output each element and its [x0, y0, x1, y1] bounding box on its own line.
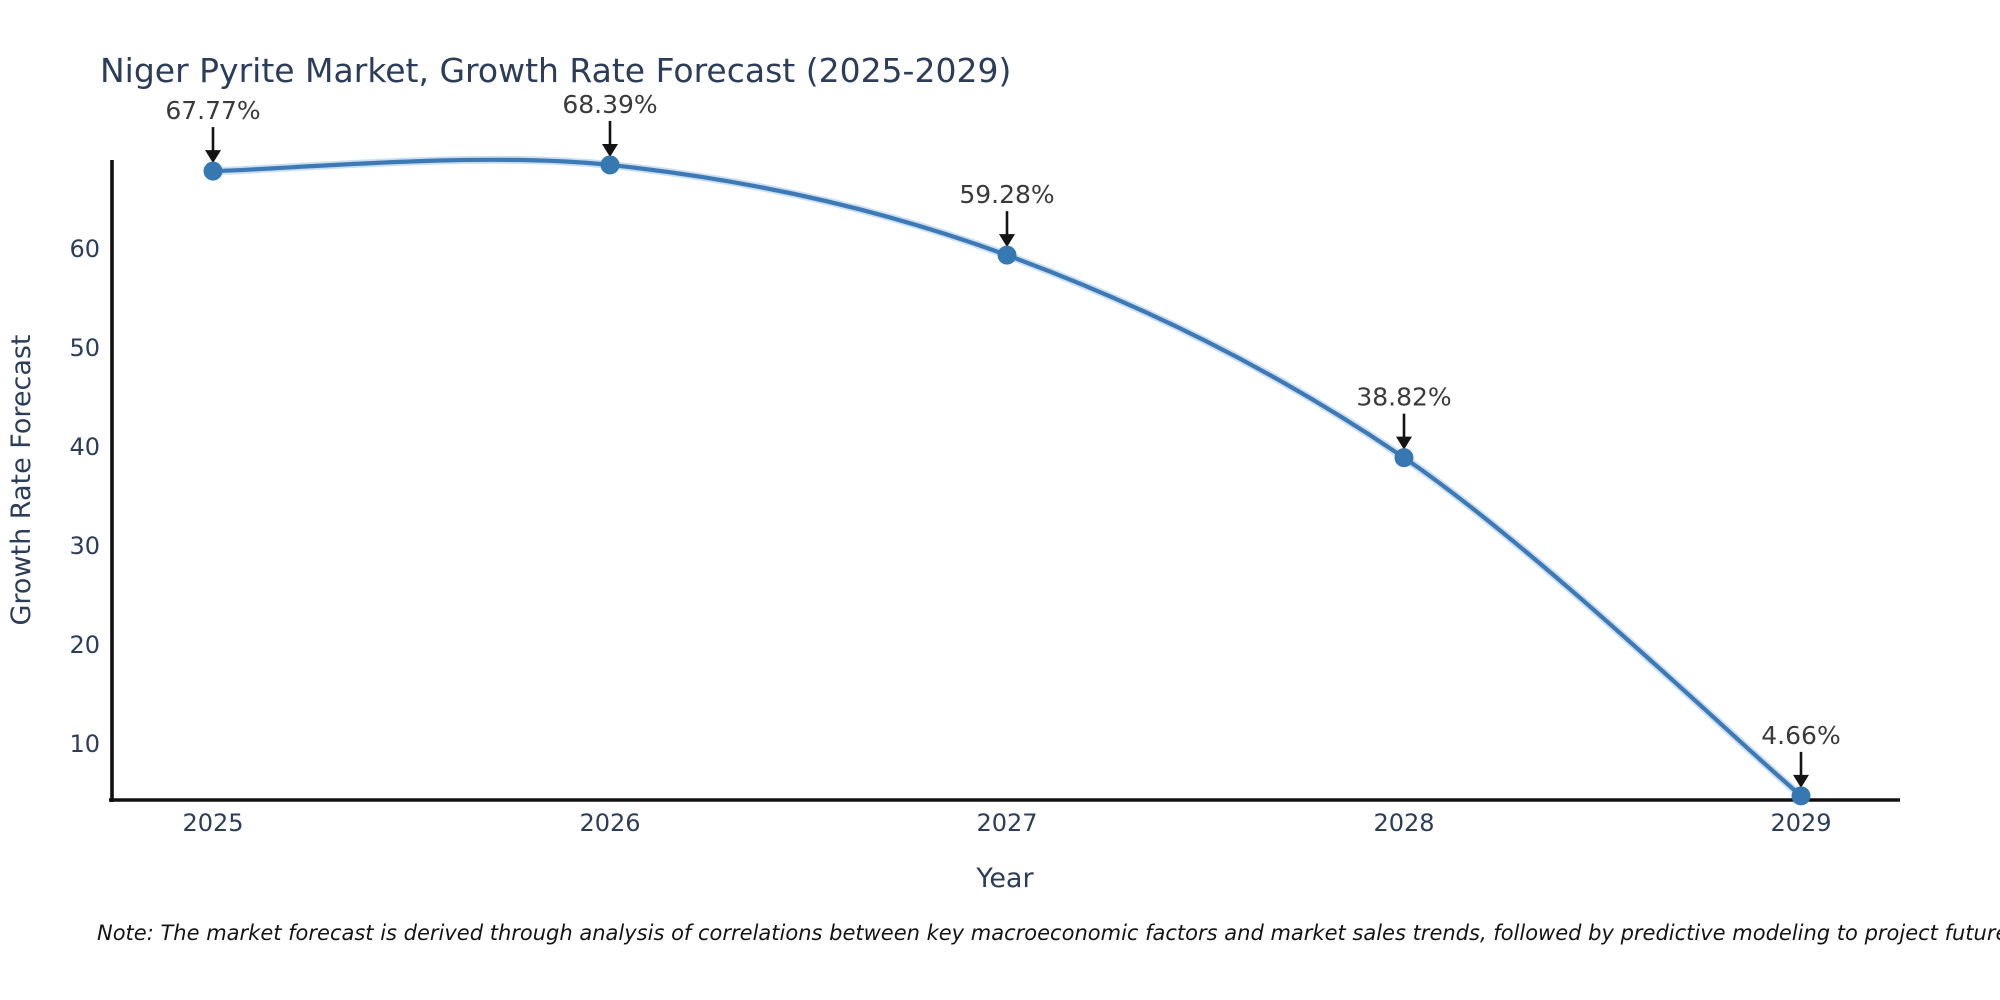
y-tick-label-40: 40	[69, 433, 100, 461]
x-axis-tick-labels: 2025 2026 2027 2028 2029	[182, 809, 1831, 837]
x-tick-label-2026: 2026	[579, 809, 640, 837]
chart-title: Niger Pyrite Market, Growth Rate Forecas…	[100, 51, 1011, 90]
y-tick-label-10: 10	[69, 730, 100, 758]
y-axis-title: Growth Rate Forecast	[6, 334, 37, 625]
y-axis-tick-labels: 10 20 30 40 50 60	[69, 235, 100, 758]
chart-footnote: Note: The market forecast is derived thr…	[97, 921, 2000, 945]
annotation-arrowhead-icon	[1396, 436, 1412, 450]
y-tick-label-50: 50	[69, 334, 100, 362]
point-label-2028: 38.82%	[1356, 383, 1451, 412]
x-tick-label-2025: 2025	[182, 809, 243, 837]
point-label-2029: 4.66%	[1761, 721, 1840, 750]
point-annotations: 67.77% 68.39% 59.28% 38.82% 4.66%	[165, 90, 1841, 806]
x-tick-label-2028: 2028	[1373, 809, 1434, 837]
y-tick-label-60: 60	[69, 235, 100, 263]
y-tick-label-30: 30	[69, 532, 100, 560]
x-tick-label-2027: 2027	[976, 809, 1037, 837]
series-line	[210, 157, 1804, 798]
x-axis-title: Year	[975, 863, 1034, 894]
y-tick-label-20: 20	[69, 631, 100, 659]
data-point-2026[interactable]	[600, 155, 620, 175]
point-label-2026: 68.39%	[562, 90, 657, 119]
annotation-arrowhead-icon	[205, 150, 221, 164]
annotation-arrowhead-icon	[1793, 774, 1809, 788]
data-point-2028[interactable]	[1394, 448, 1414, 468]
x-tick-label-2029: 2029	[1770, 809, 1831, 837]
point-label-2027: 59.28%	[959, 180, 1054, 209]
series-growth-rate	[209, 155, 1805, 800]
data-point-2029[interactable]	[1791, 786, 1811, 806]
annotation-arrowhead-icon	[602, 143, 618, 157]
data-point-2025[interactable]	[203, 161, 223, 181]
point-label-2025: 67.77%	[165, 96, 260, 125]
data-point-2027[interactable]	[997, 245, 1017, 265]
annotation-arrowhead-icon	[999, 234, 1015, 248]
axes	[109, 160, 1900, 802]
